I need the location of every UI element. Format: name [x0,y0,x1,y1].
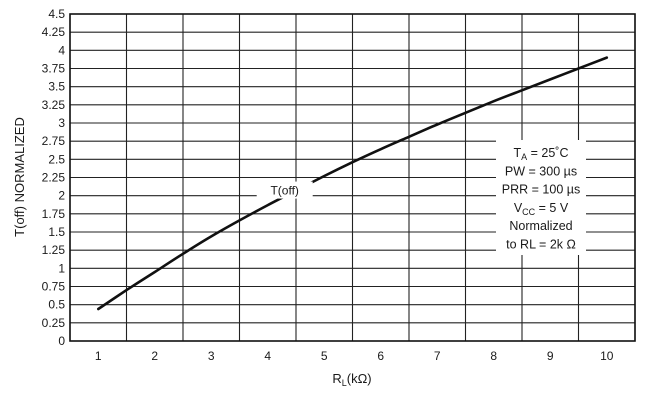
y-tick-label: 1 [58,261,65,275]
annotation-line: Normalized [509,219,572,233]
y-tick-label: 0.5 [48,298,65,312]
x-tick-label: 6 [377,349,384,363]
y-tick-label: 2.75 [42,134,66,148]
annotation-bg [496,140,586,255]
series-line-toff [97,56,609,311]
annotation-line: TA = 25˚C [514,146,569,162]
x-tick-label: 8 [490,349,497,363]
series-label-group: T(off) [256,181,313,199]
series-label-bg [256,181,313,199]
y-tick-label: 0 [58,334,65,348]
y-tick-label: 2 [58,189,65,203]
y-tick-label: 1.75 [42,207,66,221]
annotation-line: to RL = 2k Ω [506,238,576,252]
x-tick-label: 5 [321,349,328,363]
y-tick-label: 3.75 [42,62,66,76]
y-tick-label: 2.5 [48,152,65,166]
series-label: T(off) [270,184,298,198]
y-tick-label: 3.5 [48,80,65,94]
y-tick-labels: 0 0.25 0.5 0.75 1 1.25 1.5 1.75 2 2.25 2.5 2.75 3 3.2… [42,7,66,348]
y-tick-label: 4 [58,43,65,57]
y-tick-label: 2.25 [42,171,66,185]
x-tick-label: 9 [547,349,554,363]
x-tick-label: 1 [95,349,102,363]
annotation-line: PRR = 100 µs [502,183,580,197]
plot-frame [69,13,636,342]
y-tick-label: 1.5 [48,225,65,239]
y-tick-label: 3 [58,116,65,130]
y-tick-label: 1.25 [42,243,66,257]
y-tick-label: 0.25 [42,316,66,330]
annotation-line: PW = 300 µs [505,164,577,178]
y-axis-title: T(off) NORMALIZED [12,117,27,237]
annotation-box: TA = 25˚C PW = 300 µs PRR = 100 µs VCC = 5 … [496,140,586,255]
y-tick-label: 0.75 [42,280,66,294]
x-tick-label: 4 [264,349,271,363]
y-tick-label: 4.5 [48,7,65,21]
x-tick-label: 2 [151,349,158,363]
x-tick-label: 3 [208,349,215,363]
x-axis-title: RL(kΩ) [332,371,371,388]
y-tick-label: 3.25 [42,98,66,112]
y-tick-label: 4.25 [42,25,66,39]
x-tick-labels: 1 2 3 4 5 6 7 8 9 10 [95,349,614,363]
annotation-line: VCC = 5 V [514,201,569,217]
x-tick-label: 10 [600,349,614,363]
x-tick-label: 7 [434,349,441,363]
